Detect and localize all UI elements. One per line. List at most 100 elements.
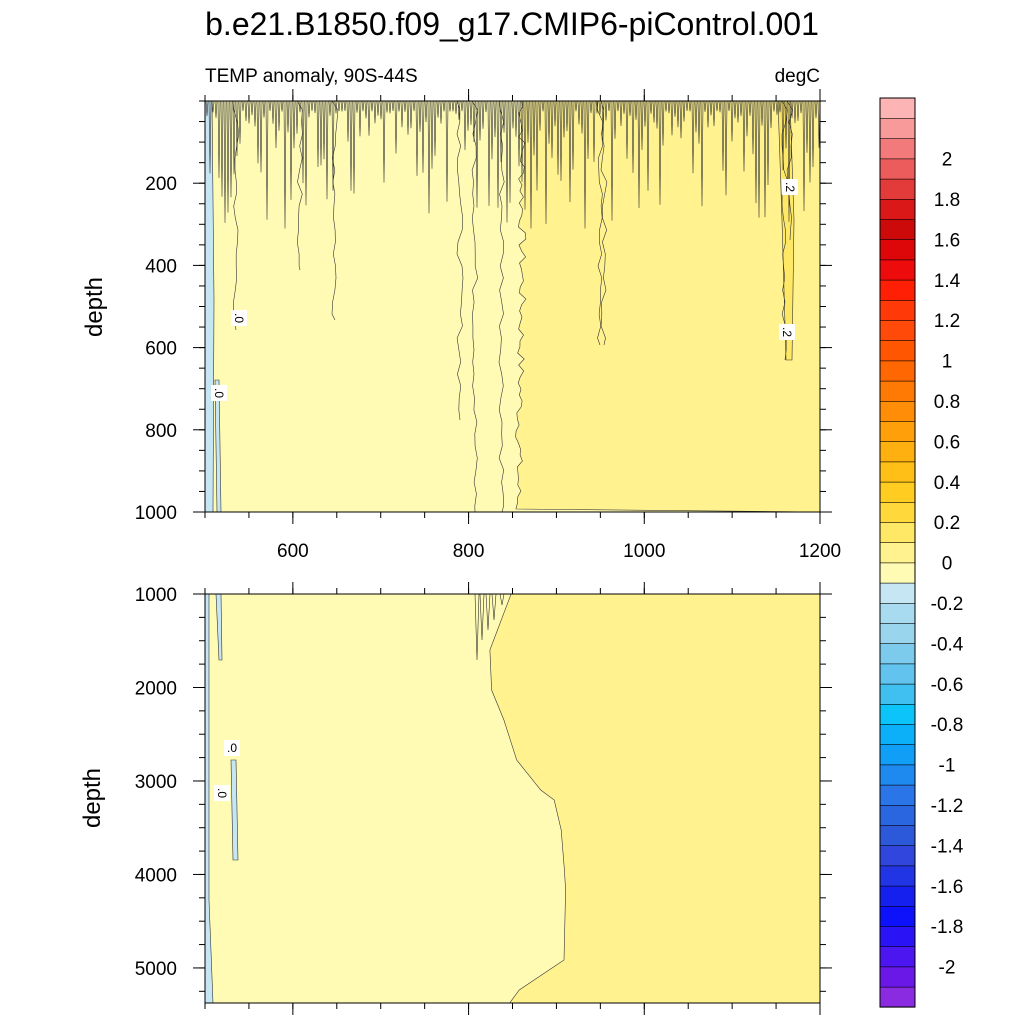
contour-label-bg — [782, 179, 798, 195]
contour-label: .0 — [214, 785, 230, 801]
x-tick-label: 1000 — [623, 541, 665, 562]
colorbar-tick-label: -1.6 — [931, 877, 964, 898]
colorbar-box — [879, 319, 916, 342]
y-tick-label: 400 — [145, 256, 177, 277]
colorbar-box — [879, 925, 916, 948]
colorbar-box — [879, 643, 916, 665]
panel-upper: TEMP anomaly, 90S-44S degC .0 .0 .2 .2 200 4… — [81, 66, 841, 562]
colorbar-tick-label: -1 — [939, 756, 956, 777]
colorbar-box — [879, 481, 916, 503]
contour-label: .2 — [782, 179, 798, 195]
colorbar-tick-label: -1.2 — [931, 796, 964, 817]
colorbar-tick-label: 0.4 — [934, 473, 961, 494]
panel-subtitle-left: TEMP anomaly, 90S-44S — [205, 66, 418, 87]
colorbar-box — [879, 784, 916, 806]
colorbar-box — [879, 218, 916, 240]
colorbar-box — [879, 946, 916, 968]
x-tick-label: 1200 — [799, 541, 841, 562]
contour-fill-negative — [230, 759, 239, 861]
colorbar-box — [879, 178, 916, 200]
colorbar-box — [879, 279, 916, 301]
colorbar-box — [879, 703, 916, 725]
colorbar-box — [879, 663, 916, 685]
colorbar-tick-label: -0.4 — [931, 634, 964, 655]
contour-label-bg — [224, 740, 240, 756]
colorbar-box — [879, 400, 916, 422]
colorbar-box — [879, 420, 916, 443]
contour-fill-0.1-0.2 — [515, 100, 821, 513]
panel-subtitle-right: degC — [775, 66, 820, 87]
contour-label: .0 — [231, 310, 247, 326]
colorbar-box — [879, 501, 916, 523]
colorbar-box — [879, 744, 916, 766]
contour-label-bg — [211, 385, 227, 401]
contour-label: .0 — [224, 740, 240, 756]
colorbar-tick-label: 0.2 — [934, 513, 960, 534]
contour-label: .2 — [779, 324, 795, 340]
y-tick-label: 200 — [145, 174, 177, 195]
colorbar-box — [879, 622, 916, 645]
contour-fill-negative — [204, 100, 215, 513]
colorbar-box — [879, 562, 916, 584]
contour-label-bg — [779, 324, 795, 340]
colorbar-tick-label: -1.4 — [931, 836, 964, 857]
contour-label-text: .0 — [227, 741, 237, 755]
contour-label-text: .0 — [212, 388, 226, 398]
y-tick-label: 1000 — [135, 585, 177, 606]
colorbar-box — [879, 360, 916, 382]
contour-label-bg — [214, 785, 230, 801]
y-tick-label: 800 — [145, 421, 177, 442]
colorbar-box — [879, 845, 916, 867]
contour-fill-0.1-0.2 — [489, 593, 821, 1004]
colorbar-box — [879, 966, 916, 988]
colorbar-box — [879, 97, 916, 119]
colorbar-box — [879, 723, 916, 746]
y-tick-label: 5000 — [135, 959, 177, 980]
colorbar-tick-label: 1 — [942, 352, 953, 373]
x-tick-label: 600 — [277, 541, 309, 562]
colorbar-box — [879, 441, 916, 463]
colorbar-box — [879, 299, 916, 321]
colorbar-box — [879, 582, 916, 604]
colorbar-box — [879, 683, 916, 705]
x-tick-label: 800 — [453, 541, 485, 562]
colorbar-frame — [879, 97, 916, 1008]
colorbar-tick-label: -2 — [939, 958, 956, 979]
colorbar-box — [879, 198, 916, 220]
colorbar-tick-label: 0.8 — [934, 392, 960, 413]
colorbar-tick-label: -0.6 — [931, 675, 964, 696]
colorbar-box — [879, 158, 916, 180]
contour-label: .0 — [211, 385, 227, 401]
colorbar-tick-label: -0.8 — [931, 715, 964, 736]
colorbar-box — [879, 865, 916, 887]
colorbar-box — [879, 117, 916, 139]
colorbar-box — [879, 824, 916, 847]
colorbar-box — [879, 542, 916, 564]
colorbar-box — [879, 259, 916, 281]
colorbar-box — [879, 804, 916, 826]
contour-label-bg — [231, 310, 247, 326]
contour-lines-upper — [474, 593, 505, 661]
contour-lines-surface — [205, 100, 821, 229]
colorbar-box — [879, 885, 916, 907]
colorbar-box — [879, 602, 916, 624]
colorbar: 2 1.8 1.6 1.4 1.2 1 0.8 0.6 0.4 0.2 0 -0.2 -0.4 -0.6 -… — [879, 97, 964, 1008]
colorbar-tick-label: -0.2 — [931, 594, 964, 615]
colorbar-box — [879, 239, 916, 261]
colorbar-box — [879, 764, 916, 786]
y-tick-label: 4000 — [135, 865, 177, 886]
colorbar-box — [879, 461, 916, 483]
y-axis-label: depth — [79, 768, 106, 828]
colorbar-box — [879, 340, 916, 362]
contour-label-text: .0 — [232, 313, 246, 323]
colorbar-box — [879, 905, 916, 927]
colorbar-tick-label: -1.8 — [931, 917, 964, 938]
contour-lines-deep — [232, 100, 794, 513]
y-tick-label: 3000 — [135, 772, 177, 793]
chart-title: b.e21.B1850.f09_g17.CMIP6-piControl.001 — [205, 6, 819, 42]
colorbar-tick-label: 1.2 — [934, 311, 960, 332]
contour-label-text: .0 — [215, 788, 229, 798]
colorbar-tick-label: 1.6 — [934, 230, 960, 251]
colorbar-box — [879, 521, 916, 544]
